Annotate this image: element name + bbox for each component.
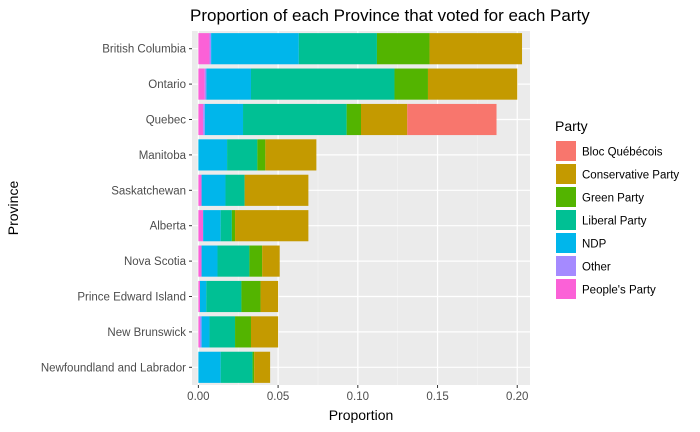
bar-segment (243, 103, 347, 136)
bar-segment (227, 139, 258, 171)
bar-segment (346, 103, 361, 136)
bar-segment (235, 316, 251, 348)
bar-segment (252, 351, 255, 383)
bar-segment (198, 210, 204, 242)
bar-segment (250, 68, 395, 100)
y-tick-label: Newfoundland and Labrador (41, 362, 186, 374)
bar-segment (231, 210, 236, 242)
bar-segment (429, 33, 523, 65)
bar-segment (298, 33, 377, 65)
bar-segment (262, 245, 280, 277)
bar-segment (199, 280, 207, 313)
bar-segment (220, 210, 232, 242)
bar-segment (376, 33, 430, 65)
bar-segment (198, 68, 205, 100)
x-tick-label: 0.00 (187, 391, 209, 403)
x-tick-label: 0.20 (506, 391, 528, 403)
bar-segment (209, 316, 236, 348)
legend-label: Green Party (582, 193, 644, 205)
y-tick-label: Nova Scotia (124, 256, 187, 268)
bar-segment (204, 68, 207, 100)
y-tick-label: Saskatchewan (111, 185, 186, 197)
bar-segment (198, 139, 228, 171)
legend-key (556, 141, 576, 161)
bar-segment (198, 316, 200, 348)
bar-segment (198, 174, 202, 206)
bar-segment (241, 280, 261, 313)
y-tick-label: Manitoba (139, 150, 187, 162)
bar-segment (407, 103, 497, 136)
bar-segment (198, 103, 204, 136)
bar-segment (257, 139, 266, 171)
y-tick-label: New Brunswick (107, 327, 186, 339)
bar-segment (260, 280, 279, 313)
legend-key (556, 279, 576, 299)
legend-key (556, 256, 576, 276)
bar-segment (235, 210, 309, 242)
bar-segment (198, 280, 200, 313)
legend-label: Liberal Party (582, 216, 647, 228)
bar-segment (265, 139, 317, 171)
legend-items: Bloc Québécois Conservative Party Green Pa… (556, 141, 679, 299)
bar-segment (206, 68, 251, 100)
y-tick-label: Ontario (148, 79, 186, 91)
bar-segment (204, 103, 244, 136)
bar-segment (361, 103, 408, 136)
bar-segment (198, 245, 202, 277)
y-tick-labels: British Columbia Ontario Quebec Manitoba Sas… (41, 44, 192, 374)
y-tick-label: British Columbia (102, 44, 186, 56)
bar-segment (394, 68, 428, 100)
bar-segment (201, 316, 210, 348)
bar-segment (203, 210, 221, 242)
x-tick-label: 0.15 (426, 391, 448, 403)
legend-title: Party (555, 118, 588, 134)
bar-segment (250, 316, 279, 348)
bar-segment (225, 174, 245, 206)
bar-segment (199, 316, 202, 348)
y-tick-label: Prince Edward Island (77, 292, 186, 304)
legend-label: People's Party (582, 285, 656, 297)
legend-label: Other (582, 262, 611, 274)
bar-segment (254, 351, 271, 383)
bar-segment (203, 103, 205, 136)
legend-key (556, 164, 576, 184)
bar-segment (249, 245, 263, 277)
x-tick-labels: 0.00 0.05 0.10 0.15 0.20 (187, 385, 528, 403)
x-tick-label: 0.10 (347, 391, 369, 403)
legend-label: Bloc Québécois (582, 147, 663, 159)
bar-segment (201, 174, 226, 206)
x-axis-title: Proportion (329, 407, 394, 423)
bar-segment (220, 351, 253, 383)
y-axis-title: Province (5, 181, 21, 236)
legend-key (556, 233, 576, 253)
bar-segment (198, 33, 210, 65)
legend-label: Conservative Party (582, 170, 679, 182)
legend-label: NDP (582, 239, 607, 251)
bar-segment (244, 174, 309, 206)
bar-segment (217, 245, 250, 277)
legend-key (556, 187, 576, 207)
x-tick-label: 0.05 (267, 391, 289, 403)
bar-segment (209, 33, 212, 65)
y-tick-label: Alberta (150, 221, 187, 233)
legend-key (556, 210, 576, 230)
legend: Party Bloc Québécois Conservative Party Gr… (555, 118, 679, 299)
chart-title: Proportion of each Province that voted f… (190, 6, 590, 25)
bar-segment (427, 68, 518, 100)
y-tick-label: Quebec (146, 115, 187, 127)
bar-segment (198, 351, 221, 383)
bar-segment (211, 33, 299, 65)
bar-segment (206, 280, 242, 313)
bars (198, 33, 523, 383)
bar-segment (201, 245, 218, 277)
